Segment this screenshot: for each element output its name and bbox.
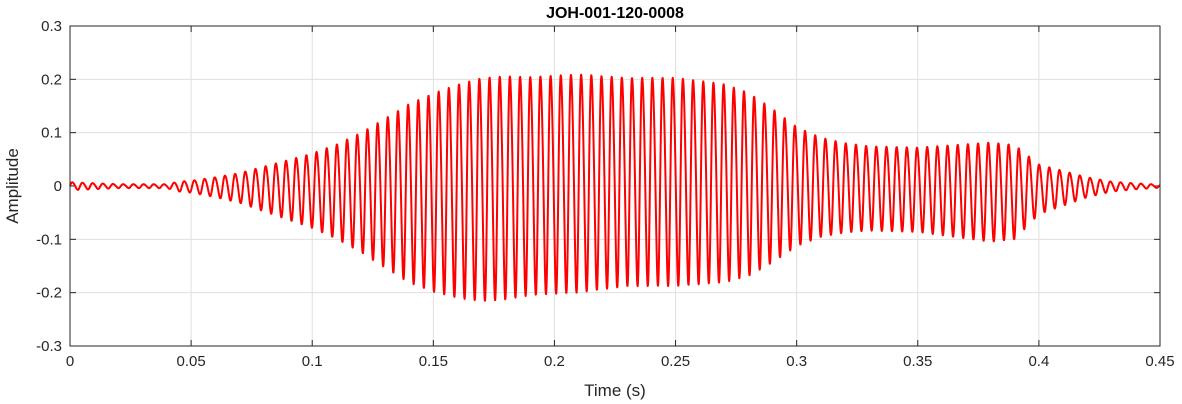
x-tick-label: 0.15	[419, 353, 448, 370]
amplitude-series	[69, 73, 1161, 302]
y-tick-label: 0.1	[41, 125, 62, 142]
x-tick-label: 0	[66, 353, 74, 370]
x-tick-label: 0.3	[786, 353, 807, 370]
y-tick-label: 0.3	[41, 18, 62, 35]
y-tick-label: -0.2	[36, 285, 62, 302]
chart-title: JOH-001-120-0008	[546, 5, 684, 22]
x-tick-label: 0.4	[1028, 353, 1049, 370]
x-tick-label: 0.25	[661, 353, 690, 370]
x-tick-label: 0.1	[302, 353, 323, 370]
amplitude-line	[69, 73, 1161, 302]
y-tick-label: 0.2	[41, 71, 62, 88]
y-tick-label: -0.1	[36, 231, 62, 248]
y-tick-labels: -0.3 -0.2 -0.1 0 0.1 0.2 0.3	[36, 18, 62, 355]
x-tick-label: 0.35	[903, 353, 932, 370]
plot-frame	[69, 25, 1161, 347]
y-tick-label: -0.3	[36, 338, 62, 355]
x-tick-label: 0.45	[1145, 353, 1174, 370]
y-tick-label: 0	[54, 178, 62, 195]
x-tick-label: 0.05	[177, 353, 206, 370]
x-tick-label: 0.2	[544, 353, 565, 370]
x-axis-label: Time (s)	[584, 381, 646, 400]
x-tick-labels: 0 0.05 0.1 0.15 0.2 0.25 0.3 0.35 0.4 0.45	[66, 353, 1175, 370]
y-axis-label: Amplitude	[3, 148, 22, 224]
